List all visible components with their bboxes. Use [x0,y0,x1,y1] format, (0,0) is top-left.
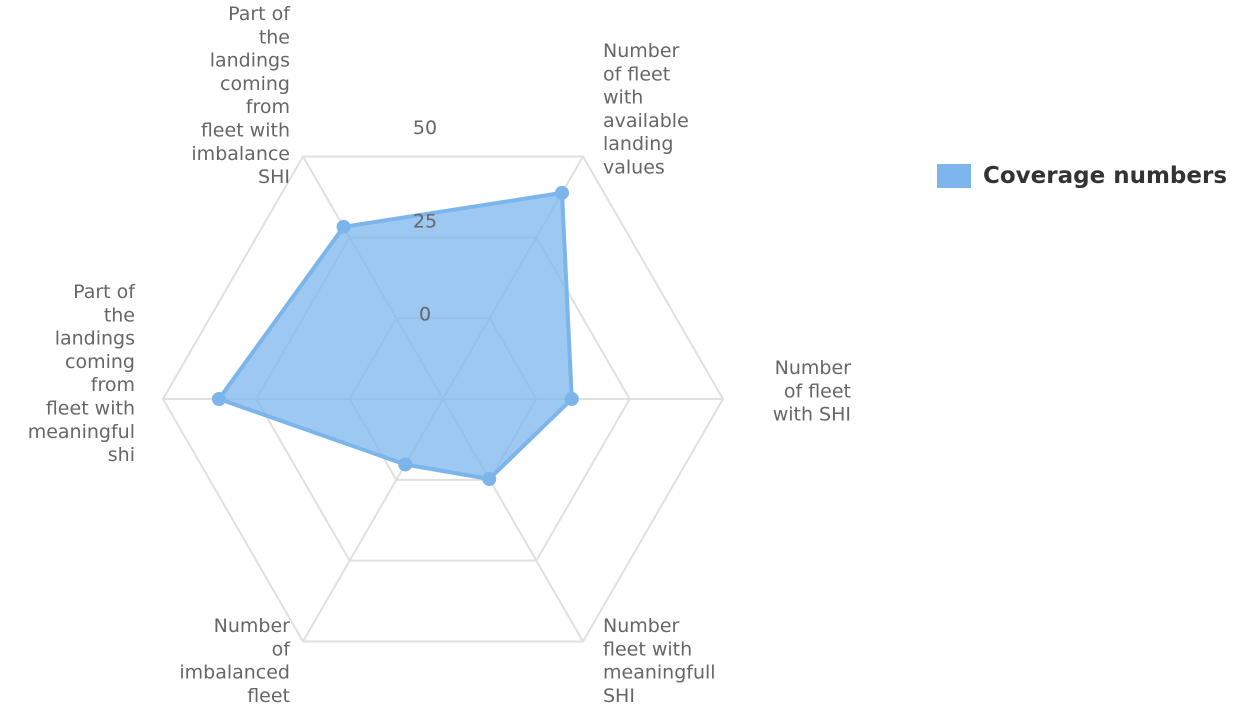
axis-label-line: of [272,638,292,660]
axis-label-line: Number [775,357,852,379]
axis-label-line: Number [603,615,680,637]
axis-label-line: Part of [73,281,136,303]
axis-label-line: Number [214,615,291,637]
data-point[interactable] [212,392,226,406]
axis-label-line: imbalance [191,143,290,165]
data-point[interactable] [555,185,569,200]
radial-tick-label: 50 [413,117,437,139]
axis-label-line: with SHI [773,404,851,426]
axis-label-line: SHI [258,166,290,188]
axis-label-line: landings [55,328,135,350]
axis-label-line: coming [220,73,290,95]
legend[interactable]: Coverage numbers [937,163,1227,189]
radar-series [212,185,579,487]
axis-label-line: landings [210,50,290,72]
legend-label: Coverage numbers [983,163,1228,189]
radial-tick-label: 25 [413,210,437,232]
axis-label-line: from [246,96,290,118]
axis-label-line: with [603,87,643,109]
axis-label-line: imbalanced [179,662,290,684]
series-area [217,190,574,482]
legend-swatch [937,164,971,188]
axis-label-line: from [91,374,135,396]
axis-label-line: coming [65,351,135,373]
axis-label-line: fleet with [603,638,692,660]
data-point[interactable] [482,472,497,487]
radial-tick-labels: 0 25 50 [413,117,437,326]
axis-label-line: meaningfull [603,662,716,684]
axis-label-line: the [104,304,135,326]
axis-label-line: of fleet [784,380,851,402]
axis-label-line: of fleet [603,63,670,85]
axis-label-line: available [603,110,689,132]
axis-label-line: fleet [247,685,290,707]
axis-label-line: fleet with [201,120,290,142]
axis-label-line: values [603,157,665,179]
axis-label-line: Part of [228,3,291,25]
axis-label-line: Number [603,40,680,62]
data-point[interactable] [336,219,351,234]
radial-tick-label: 0 [419,304,431,326]
axis-label-line: meaningful [28,421,135,443]
axis-label-line: fleet with [46,398,135,420]
axis-label-line: shi [108,444,135,466]
data-point[interactable] [564,392,579,406]
axis-label-line: landing [603,133,673,155]
axis-label-line: SHI [603,685,635,707]
data-point[interactable] [398,457,413,472]
axis-label-line: the [259,26,290,48]
